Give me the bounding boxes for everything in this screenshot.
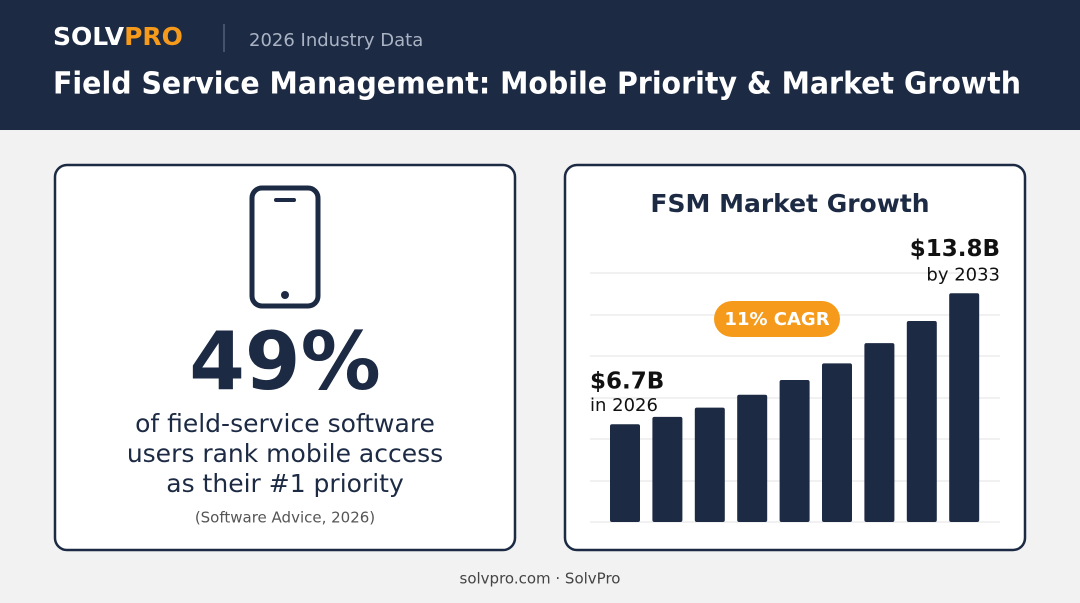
bar	[864, 343, 895, 522]
stat-line: users rank mobile access	[127, 439, 443, 468]
growth-pill	[714, 301, 840, 337]
stat-line: as their #1 priority	[166, 469, 404, 498]
phone-button	[281, 291, 289, 299]
page-title: Field Service Management: Mobile Priorit…	[53, 67, 1021, 102]
bar	[652, 416, 683, 522]
value-label: $6.7B	[590, 369, 664, 395]
bar	[822, 363, 852, 522]
bar	[737, 394, 768, 522]
brand-first: SOLV	[53, 22, 125, 51]
bar	[906, 320, 937, 522]
bar	[694, 407, 725, 522]
tagline: 2026 Industry Data	[249, 30, 423, 51]
stat-source: (Software Advice, 2026)	[195, 509, 375, 527]
chart-title: FSM Market Growth	[650, 189, 929, 218]
value-label: $13.8B	[910, 236, 1000, 262]
bar	[610, 424, 640, 522]
header-bar	[0, 0, 1080, 130]
phone-icon	[249, 185, 321, 309]
annotation: by 2033	[926, 264, 1000, 285]
stat-line: of field-service software	[135, 409, 435, 438]
bar	[949, 293, 980, 522]
stat-card	[53, 163, 517, 552]
bar	[779, 379, 810, 522]
annotation: in 2026	[590, 395, 658, 416]
stat-figure: 49%	[189, 315, 380, 408]
brand: SOLVPRO	[53, 22, 183, 51]
growth-label: 11% CAGR	[724, 309, 829, 330]
brand-second: PRO	[124, 22, 183, 51]
footer: solvpro.com · SolvPro	[460, 570, 621, 588]
